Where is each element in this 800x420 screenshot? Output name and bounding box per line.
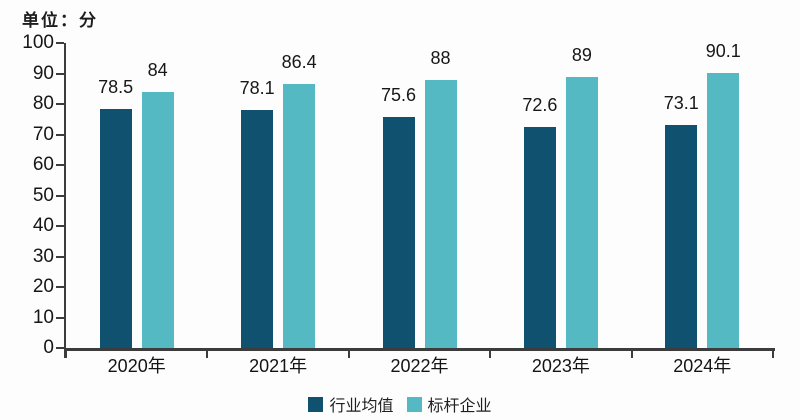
legend-swatch-benchmark-enterprise (406, 396, 422, 412)
bar-value-label: 73.1 (663, 93, 699, 114)
legend-swatch-industry-average (308, 396, 324, 412)
legend-item-industry-average: 行业均值 (308, 392, 394, 416)
y-tick (56, 286, 64, 288)
bar-value-label: 72.6 (522, 94, 558, 115)
bar-value-label: 90.1 (705, 41, 741, 62)
legend-label-benchmark-enterprise: 标杆企业 (427, 398, 492, 415)
y-tick-label: 80 (32, 93, 54, 114)
y-tick-label: 40 (32, 215, 54, 236)
legend-label-industry-average: 行业均值 (329, 398, 394, 415)
x-category-label: 2020年 (107, 356, 166, 376)
bar-segment (665, 125, 698, 348)
bar-segment (141, 91, 174, 348)
bar-segment (565, 76, 598, 348)
x-tick (489, 351, 492, 358)
bar-segment (523, 126, 556, 348)
y-tick-label: 10 (32, 306, 54, 328)
y-tick (56, 72, 64, 75)
bar-value-label: 89 (571, 44, 592, 65)
bar-segment (283, 84, 316, 348)
y-axis-line (64, 43, 66, 358)
bar-value-label: 84 (147, 59, 168, 80)
x-tick (772, 351, 774, 358)
y-tick-label: 30 (32, 245, 54, 267)
x-tick (206, 351, 209, 358)
x-tick (630, 351, 633, 358)
bar-value-label: 86.4 (281, 52, 317, 73)
bar-segment (241, 109, 274, 348)
y-tick-label: 0 (43, 337, 54, 358)
bar-segment (99, 108, 132, 348)
bar-value-label: 78.1 (239, 77, 275, 98)
bar-value-label: 75.6 (380, 85, 417, 106)
legend: 行业均值 标杆企业 (0, 392, 800, 416)
x-axis-line (64, 348, 775, 351)
bar-segment (707, 73, 740, 348)
y-tick (56, 194, 64, 197)
y-tick-label: 100 (22, 32, 54, 53)
x-category-label: 2023年 (531, 356, 590, 376)
bar-value-label: 88 (430, 47, 451, 68)
y-tick (56, 316, 64, 319)
y-tick (56, 133, 64, 136)
x-category-label: 2022年 (390, 356, 449, 376)
y-tick (56, 164, 64, 166)
x-category-label: 2024年 (673, 356, 732, 376)
y-tick (56, 103, 64, 105)
x-category-label: 2021年 (249, 356, 308, 376)
y-tick (56, 255, 64, 258)
y-tick-label: 60 (32, 154, 54, 175)
y-tick-label: 20 (32, 276, 54, 297)
y-tick (56, 347, 64, 349)
bar-value-label: 78.5 (98, 76, 134, 97)
y-tick (56, 42, 64, 44)
y-tick-label: 90 (32, 62, 54, 84)
bar-segment (382, 117, 415, 348)
bar-segment (424, 79, 457, 348)
y-tick (56, 225, 64, 227)
unit-label: 单位：分 (22, 11, 98, 30)
x-tick (65, 351, 67, 358)
legend-item-benchmark-enterprise: 标杆企业 (406, 392, 492, 416)
y-tick-label: 70 (32, 123, 54, 145)
x-tick (347, 351, 350, 358)
y-tick-label: 50 (32, 184, 54, 206)
